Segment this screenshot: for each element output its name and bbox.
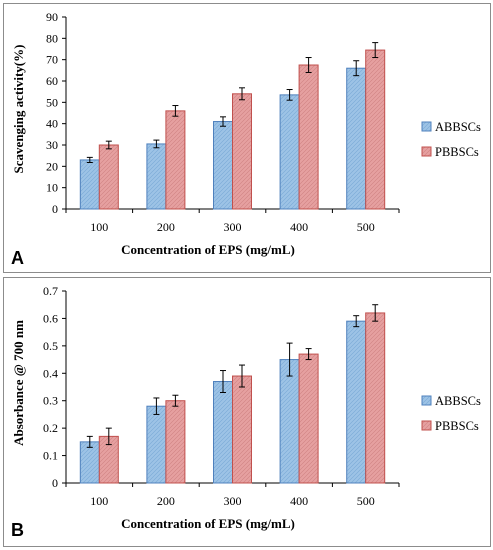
y-tick-label: 40 bbox=[46, 117, 58, 131]
y-tick-label: 80 bbox=[46, 31, 58, 45]
x-tick-label: 300 bbox=[224, 494, 242, 508]
bar-abbscs-400 bbox=[279, 94, 300, 210]
bar-pbbscs-500 bbox=[365, 49, 386, 210]
y-tick-label: 90 bbox=[46, 10, 58, 24]
legend-swatch-pbbscs bbox=[421, 420, 432, 431]
bar-abbscs-300 bbox=[213, 121, 233, 210]
bar-pbbscs-200 bbox=[165, 400, 186, 484]
bar-pbbscs-100 bbox=[98, 144, 119, 210]
chart-b-svg: Absorbance @ 700 nm Concentration of EPS… bbox=[11, 284, 481, 540]
x-tick-label: 300 bbox=[224, 220, 242, 234]
x-tick-label: 400 bbox=[290, 220, 308, 234]
y-tick-label: 0 bbox=[52, 476, 58, 490]
legend-label-abbscs: ABBSCs bbox=[435, 120, 481, 134]
x-tick-label: 100 bbox=[90, 494, 108, 508]
legend-swatch-pbbscs bbox=[421, 146, 432, 157]
y-tick-label: 0.3 bbox=[43, 394, 58, 408]
bar-abbscs-500 bbox=[346, 67, 367, 210]
bar-abbscs-300 bbox=[213, 381, 233, 484]
y-tick-label: 0.4 bbox=[43, 366, 58, 380]
bar-pbbscs-300 bbox=[232, 93, 252, 210]
bar-pbbscs-300 bbox=[232, 375, 252, 484]
bar-abbscs-200 bbox=[146, 143, 167, 210]
bar-abbscs-100 bbox=[79, 159, 100, 210]
legend-label-abbscs: ABBSCs bbox=[435, 394, 481, 408]
y-tick-label: 0.2 bbox=[43, 421, 58, 435]
y-tick-label: 0.7 bbox=[43, 284, 58, 298]
y-tick-label: 70 bbox=[46, 53, 58, 67]
x-tick-label: 400 bbox=[290, 494, 308, 508]
y-tick-label: 30 bbox=[46, 138, 58, 152]
bar-pbbscs-500 bbox=[365, 312, 386, 484]
bar-abbscs-200 bbox=[146, 405, 167, 484]
y-tick-label: 0.5 bbox=[43, 339, 58, 353]
legend-label-pbbscs: PBBSCs bbox=[435, 145, 479, 159]
chart-panel-b: Absorbance @ 700 nm Concentration of EPS… bbox=[3, 277, 491, 547]
y-axis-title: Absorbance @ 700 nm bbox=[11, 320, 26, 446]
chart-a-svg: Scavenging activity(%) Concentration of … bbox=[11, 10, 481, 268]
panel-letter-b: B bbox=[11, 520, 24, 540]
x-axis-title: Concentration of EPS (mg/mL) bbox=[121, 242, 295, 257]
y-tick-label: 50 bbox=[46, 95, 58, 109]
x-tick-label: 500 bbox=[357, 220, 375, 234]
bar-pbbscs-200 bbox=[165, 110, 186, 210]
y-tick-label: 10 bbox=[46, 181, 58, 195]
legend-label-pbbscs: PBBSCs bbox=[435, 419, 479, 433]
bar-pbbscs-400 bbox=[298, 64, 319, 210]
legend-swatch-abbscs bbox=[421, 121, 432, 132]
x-tick-label: 100 bbox=[90, 220, 108, 234]
chart-panel-a: Scavenging activity(%) Concentration of … bbox=[3, 3, 491, 273]
bar-abbscs-100 bbox=[79, 441, 100, 484]
legend-swatch-abbscs bbox=[421, 395, 432, 406]
bar-pbbscs-400 bbox=[298, 353, 319, 484]
y-axis-title: Scavenging activity(%) bbox=[11, 45, 26, 174]
y-tick-label: 20 bbox=[46, 159, 58, 173]
y-tick-label: 0 bbox=[52, 202, 58, 216]
bar-abbscs-500 bbox=[346, 320, 367, 484]
x-tick-label: 200 bbox=[157, 494, 175, 508]
panel-letter-a: A bbox=[11, 248, 24, 268]
y-tick-label: 0.6 bbox=[43, 311, 58, 325]
y-tick-label: 0.1 bbox=[43, 449, 58, 463]
bar-abbscs-400 bbox=[279, 359, 300, 484]
x-tick-label: 200 bbox=[157, 220, 175, 234]
x-tick-label: 500 bbox=[357, 494, 375, 508]
y-tick-label: 60 bbox=[46, 74, 58, 88]
x-axis-title: Concentration of EPS (mg/mL) bbox=[121, 516, 295, 531]
